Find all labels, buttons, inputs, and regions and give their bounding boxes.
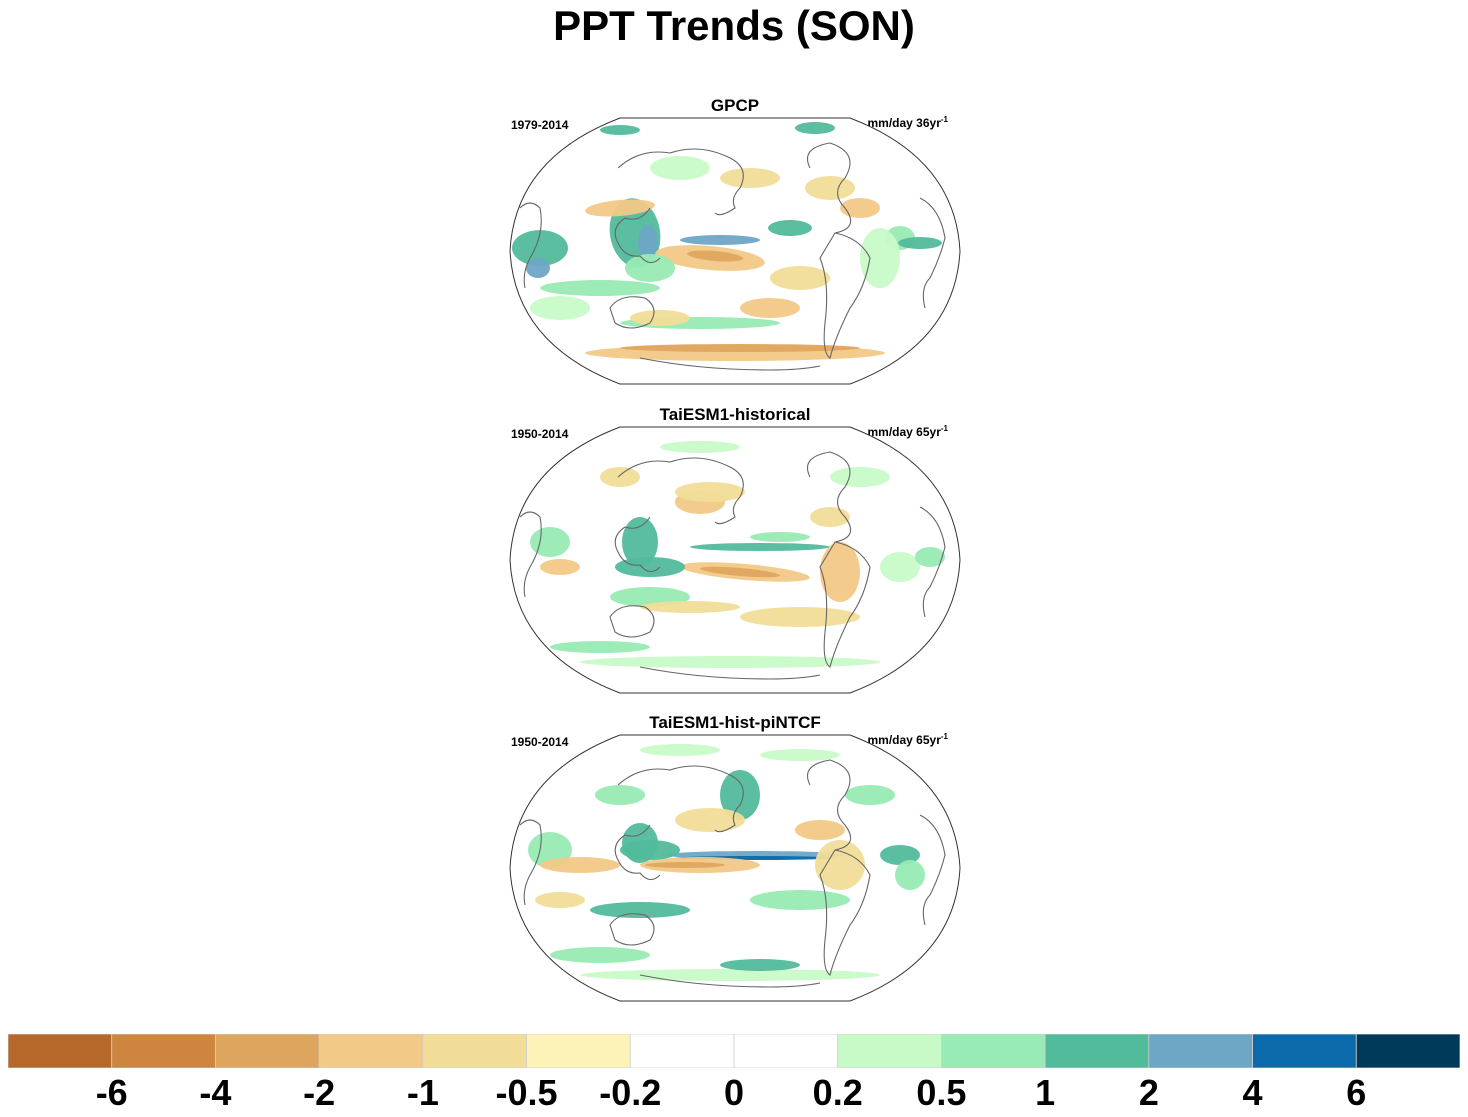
colorbar-swatch — [111, 1034, 216, 1068]
world-map — [509, 734, 961, 1002]
colorbar-tick-label: 0.2 — [812, 1072, 863, 1113]
colorbar-swatch — [1252, 1034, 1357, 1068]
panel-title: TaiESM1-historical — [659, 405, 811, 424]
period-label: 1950-2014 — [511, 427, 569, 441]
colorbar-swatch — [318, 1034, 424, 1068]
colorbar-tick-label: -1 — [406, 1072, 439, 1113]
colorbar-swatch — [629, 1034, 735, 1068]
period-label: 1950-2014 — [511, 735, 569, 749]
colorbar-tick-label: 0.5 — [916, 1072, 967, 1113]
colorbar-tick-label: 6 — [1346, 1072, 1367, 1113]
colorbar-tick-label: -4 — [199, 1072, 232, 1113]
colorbar-swatch — [8, 1034, 113, 1068]
figure-title: PPT Trends (SON) — [553, 2, 915, 49]
period-label: 1979-2014 — [511, 118, 569, 132]
units-label: mm/day 65yr-1 — [867, 424, 948, 439]
colorbar-swatch — [1148, 1034, 1253, 1068]
map-panel-taiesm1-historical: TaiESM1-historical 1950-2014 mm/day 65yr… — [500, 405, 970, 717]
colorbar-swatch — [1044, 1034, 1150, 1068]
colorbar-tick-label: 0 — [723, 1072, 745, 1113]
colorbar-swatch — [941, 1034, 1046, 1068]
colorbar-swatch — [1355, 1034, 1460, 1068]
colorbar-swatch — [733, 1034, 839, 1068]
colorbar-tick-label: -0.5 — [495, 1072, 558, 1113]
colorbar-tick-label: 2 — [1138, 1072, 1159, 1113]
colorbar-swatch — [837, 1034, 942, 1068]
colorbar-swatch — [422, 1034, 527, 1068]
units-label: mm/day 65yr-1 — [867, 732, 948, 747]
panel-title: TaiESM1-hist-piNTCF — [649, 713, 821, 732]
world-map — [509, 117, 961, 385]
colorbar-tick-label: -2 — [303, 1072, 336, 1113]
colorbar-labels: -6 -4 -2 -1 -0.5 -0.2 0 0.2 0.5 1 2 4 6 — [0, 1072, 1468, 1117]
panel-title: GPCP — [710, 96, 760, 115]
colorbar-tick-label: 1 — [1035, 1072, 1056, 1113]
colorbar-tick-label: -6 — [95, 1072, 128, 1113]
colorbar-swatch — [215, 1034, 320, 1068]
colorbar-tick-label: -0.2 — [599, 1072, 662, 1113]
map-panel-gpcp: GPCP 1979-2014 mm/day 36yr-1 — [500, 96, 970, 408]
colorbar-swatch — [526, 1034, 631, 1068]
colorbar-tick-label: 4 — [1242, 1072, 1263, 1113]
colorbar — [8, 1034, 1460, 1068]
world-map — [509, 426, 961, 694]
map-panel-taiesm1-hist-pintcf: TaiESM1-hist-piNTCF 1950-2014 mm/day 65y… — [500, 713, 970, 1025]
units-label: mm/day 36yr-1 — [867, 115, 948, 130]
